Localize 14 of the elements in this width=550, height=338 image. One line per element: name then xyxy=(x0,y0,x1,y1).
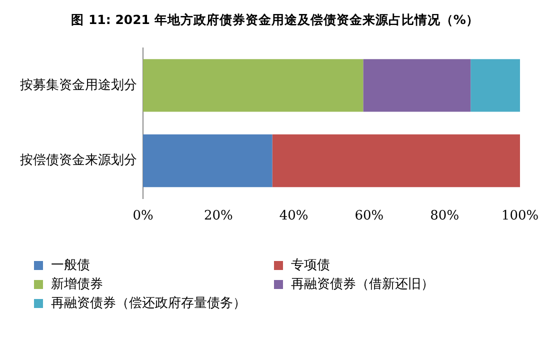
y-tick-label: 按偿债资金来源划分 xyxy=(20,153,137,168)
x-tick-label: 80% xyxy=(430,208,460,224)
x-tick-label: 100% xyxy=(501,208,539,224)
x-tick-label: 20% xyxy=(204,208,233,224)
x-tick-label: 0% xyxy=(132,208,154,224)
legend-label: 再融资债券（借新还旧） xyxy=(291,276,434,293)
legend-label: 一般债 xyxy=(51,257,90,274)
chart-title: 图 11: 2021 年地方政府债券资金用途及偿债资金来源占比情况（%） xyxy=(70,11,480,29)
legend-label: 专项债 xyxy=(291,257,330,274)
y-tick-label: 按募集资金用途划分 xyxy=(20,78,137,93)
legend-label: 新增债券 xyxy=(51,276,103,293)
x-tick-label: 60% xyxy=(354,208,384,224)
legend-label: 再融资债券（偿还政府存量债务） xyxy=(51,295,246,312)
x-tick-label: 40% xyxy=(279,208,308,224)
